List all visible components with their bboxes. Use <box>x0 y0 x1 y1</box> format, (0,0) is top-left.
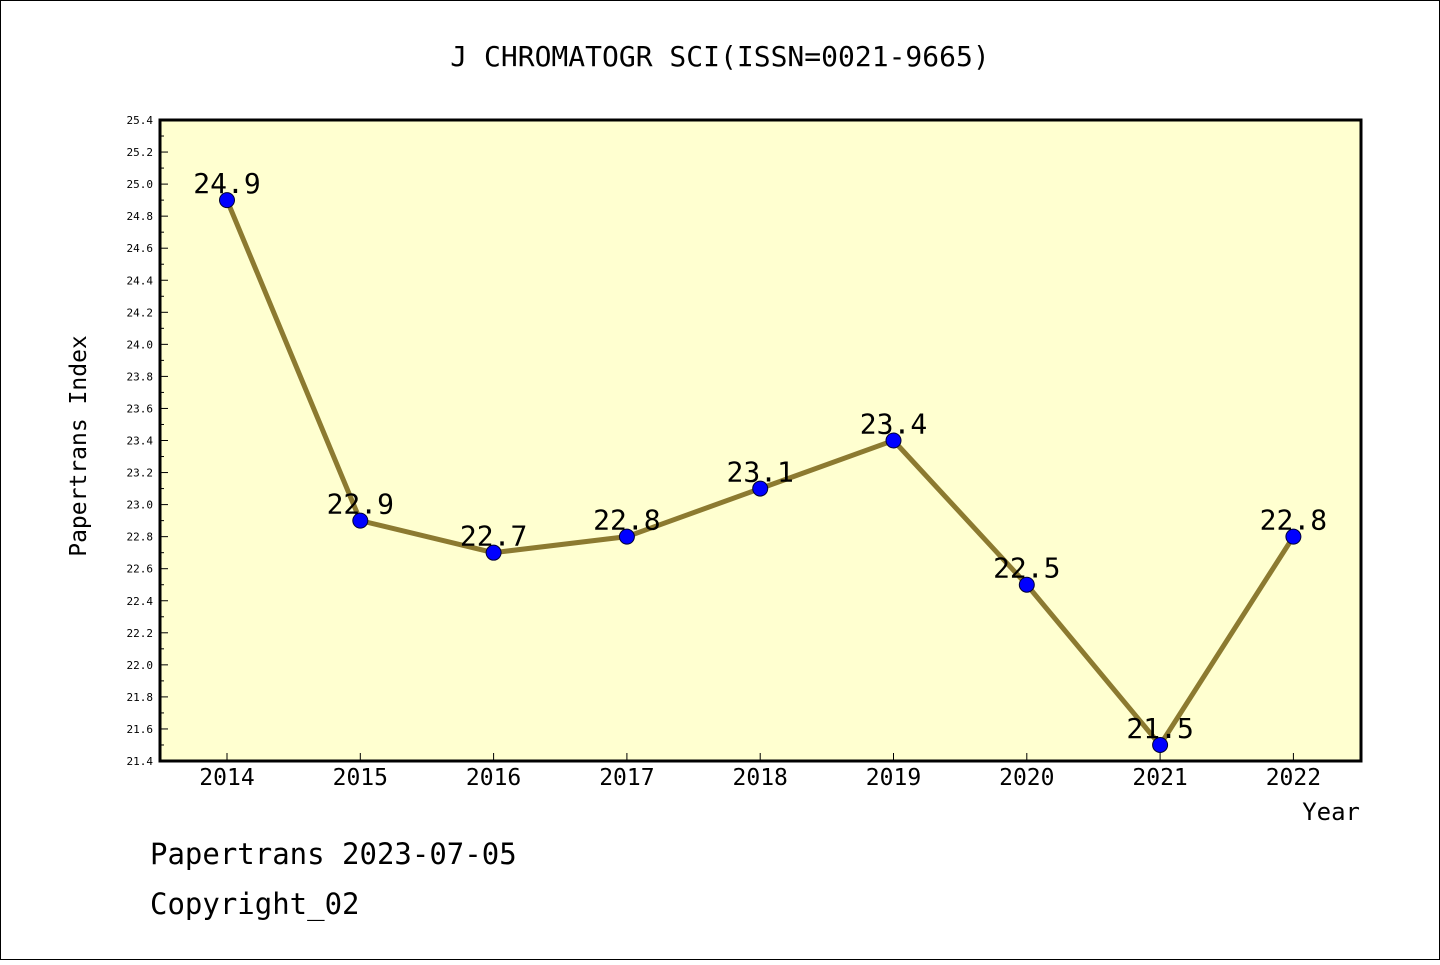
x-tick-label: 2020 <box>999 765 1054 791</box>
y-tick-label: 22.4 <box>127 595 154 608</box>
y-tick-label: 24.8 <box>127 210 154 223</box>
y-tick-label: 23.0 <box>127 499 154 512</box>
data-point <box>1152 736 1169 753</box>
data-point <box>1018 576 1035 593</box>
data-point <box>219 192 235 209</box>
x-tick-label: 2015 <box>333 765 388 791</box>
y-tick-label: 24.4 <box>127 274 154 287</box>
data-label: 23.1 <box>726 456 793 489</box>
data-label: 22.8 <box>593 504 660 537</box>
data-point <box>885 432 902 449</box>
data-point <box>352 512 369 529</box>
data-point <box>618 528 635 545</box>
y-tick-label: 21.8 <box>127 691 154 704</box>
y-tick-label: 23.6 <box>127 402 154 415</box>
x-tick-label: 2016 <box>466 765 521 791</box>
data-point <box>485 544 502 561</box>
y-tick-label: 21.4 <box>127 755 154 768</box>
footer-date: Papertrans 2023-07-05 <box>150 837 517 871</box>
y-tick-label: 23.8 <box>127 370 154 383</box>
y-tick-label: 22.8 <box>127 531 154 544</box>
y-tick-label: 25.0 <box>127 178 154 191</box>
y-tick-label: 22.2 <box>127 627 154 640</box>
data-label: 22.7 <box>460 520 527 553</box>
y-tick-label: 22.0 <box>127 659 154 672</box>
y-tick-label: 25.2 <box>127 146 154 159</box>
data-label: 22.8 <box>1260 504 1327 537</box>
y-tick-label: 21.6 <box>127 723 154 736</box>
x-tick-label: 2021 <box>1132 765 1187 791</box>
y-tick-label: 25.4 <box>127 114 154 127</box>
plot-border <box>158 118 1363 763</box>
y-tick-label: 24.6 <box>127 242 154 255</box>
data-point <box>1285 528 1302 545</box>
y-tick-label: 24.2 <box>127 306 154 319</box>
y-axis: 21.4 21.6 21.8 22.0 22.2 22.4 22.6 22.8 23.0 23.2… <box>127 114 168 768</box>
x-tick-label: 2018 <box>733 765 788 791</box>
x-tick-label: 2019 <box>866 765 921 791</box>
x-tick-label: 2017 <box>599 765 654 791</box>
x-axis-label: Year <box>1302 798 1360 826</box>
data-label: 21.5 <box>1126 712 1193 745</box>
data-label: 22.5 <box>993 552 1060 585</box>
y-tick-label: 24.0 <box>127 338 154 351</box>
data-labels: 24.9 22.9 22.7 22.8 23.1 23.4 22.5 21.5 22.8 <box>193 167 1327 745</box>
y-axis-label: Papertrans Index <box>66 335 92 557</box>
data-label: 23.4 <box>860 408 927 441</box>
data-label: 24.9 <box>193 167 260 200</box>
data-label: 22.9 <box>327 488 394 521</box>
footer-copyright: Copyright_02 <box>150 887 360 922</box>
y-tick-label: 23.2 <box>127 467 154 480</box>
x-tick-label: 2022 <box>1266 765 1321 791</box>
x-axis: 2014 2015 2016 2017 2018 2019 2020 2021 2022 <box>199 753 1321 791</box>
data-point <box>752 480 769 497</box>
series-markers <box>219 192 1302 753</box>
plot-area <box>160 120 1361 761</box>
chart-title: J CHROMATOGR SCI(ISSN=0021-9665) <box>450 40 989 73</box>
y-tick-label: 23.4 <box>127 435 154 448</box>
x-tick-label: 2014 <box>199 765 254 791</box>
y-tick-label: 22.6 <box>127 563 154 576</box>
